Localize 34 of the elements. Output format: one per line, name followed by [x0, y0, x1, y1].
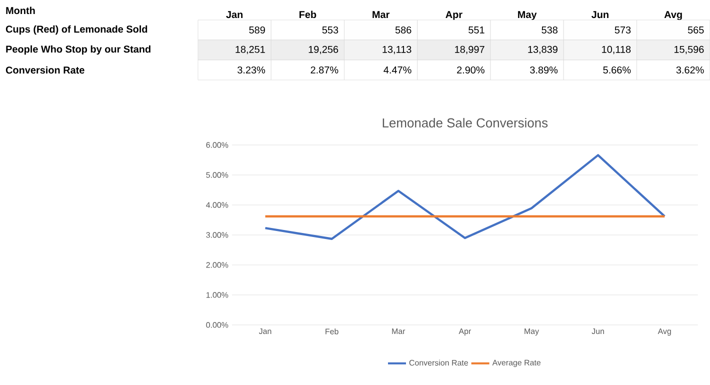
data-label: 589	[249, 26, 265, 34]
y-tick-label: Conversion Rate	[6, 66, 84, 74]
data-label: 5.66%	[603, 66, 631, 74]
chart-title: Lemonade Sale Conversions	[382, 118, 548, 128]
data-label: 538	[542, 26, 558, 34]
y-tick-label: People Who Stop by our Stand	[6, 45, 150, 55]
x-tick-label: Apr	[446, 11, 462, 20]
data-label: 551	[468, 26, 484, 34]
data-label: 565	[688, 26, 704, 34]
data-label: 4.47%	[384, 66, 412, 74]
y-tick-label: Cups (Red) of Lemonade Sold	[6, 25, 148, 35]
x-tick-label: Jun	[592, 11, 608, 18]
line-series	[264, 154, 666, 240]
data-label: 18,997	[455, 46, 484, 54]
x-tick-label: Jan	[226, 11, 243, 18]
data-label: 15,596	[674, 46, 704, 54]
data-label: 2.87%	[310, 66, 338, 74]
data-label: 13,839	[528, 46, 558, 54]
data-label: 18,251	[236, 46, 265, 54]
data-label: 3.89%	[530, 66, 558, 74]
data-label: 10,118	[602, 46, 631, 54]
data-label: 3.62%	[676, 66, 704, 74]
data-label: 586	[395, 26, 412, 34]
x-tick-label: Feb	[299, 10, 316, 18]
x-axis-title: Month	[6, 6, 35, 14]
x-tick-label: Mar	[372, 11, 390, 18]
data-label: 13,113	[382, 46, 412, 54]
data-label: 3.23%	[238, 66, 266, 74]
data-label: 2.90%	[457, 66, 484, 74]
data-label: 553	[322, 26, 338, 34]
data-label: 573	[614, 26, 631, 34]
x-tick-label: May	[518, 11, 537, 20]
x-tick-label: Avg	[664, 11, 682, 20]
data-label: 19,256	[308, 46, 338, 54]
